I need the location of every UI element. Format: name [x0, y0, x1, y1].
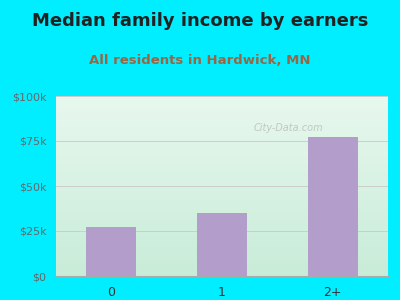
Text: Median family income by earners: Median family income by earners [32, 12, 368, 30]
Text: All residents in Hardwick, MN: All residents in Hardwick, MN [89, 53, 311, 67]
Bar [308, 137, 358, 276]
Text: City-Data.com: City-Data.com [254, 123, 323, 134]
Bar [86, 227, 136, 276]
Bar [197, 213, 247, 276]
